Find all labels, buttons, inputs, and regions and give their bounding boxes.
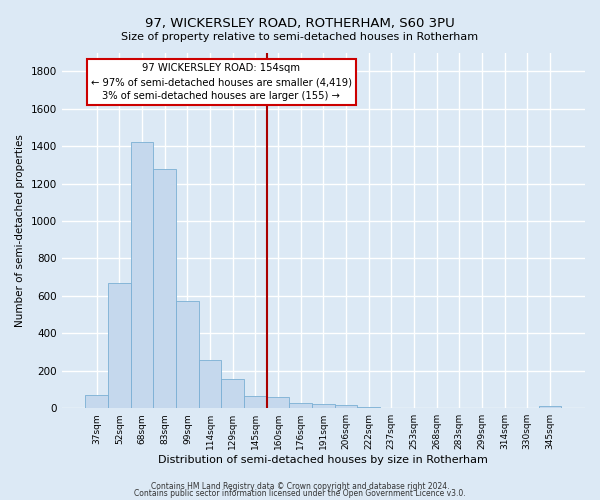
Text: 97 WICKERSLEY ROAD: 154sqm
← 97% of semi-detached houses are smaller (4,419)
3% : 97 WICKERSLEY ROAD: 154sqm ← 97% of semi… — [91, 63, 352, 101]
Bar — [108, 283, 131, 408]
Bar — [176, 300, 199, 408]
Bar — [335, 406, 358, 408]
Text: Contains HM Land Registry data © Crown copyright and database right 2024.: Contains HM Land Registry data © Crown c… — [151, 482, 449, 491]
Text: 97, WICKERSLEY ROAD, ROTHERHAM, S60 3PU: 97, WICKERSLEY ROAD, ROTHERHAM, S60 3PU — [145, 18, 455, 30]
X-axis label: Distribution of semi-detached houses by size in Rotherham: Distribution of semi-detached houses by … — [158, 455, 488, 465]
Bar — [312, 404, 335, 408]
Bar — [154, 168, 176, 408]
Text: Contains public sector information licensed under the Open Government Licence v3: Contains public sector information licen… — [134, 490, 466, 498]
Bar — [199, 360, 221, 408]
Bar — [539, 406, 561, 408]
Y-axis label: Number of semi-detached properties: Number of semi-detached properties — [15, 134, 25, 327]
Text: Size of property relative to semi-detached houses in Rotherham: Size of property relative to semi-detach… — [121, 32, 479, 42]
Bar — [85, 395, 108, 408]
Bar — [266, 397, 289, 408]
Bar — [289, 402, 312, 408]
Bar — [221, 379, 244, 408]
Bar — [131, 142, 154, 408]
Bar — [244, 396, 266, 408]
